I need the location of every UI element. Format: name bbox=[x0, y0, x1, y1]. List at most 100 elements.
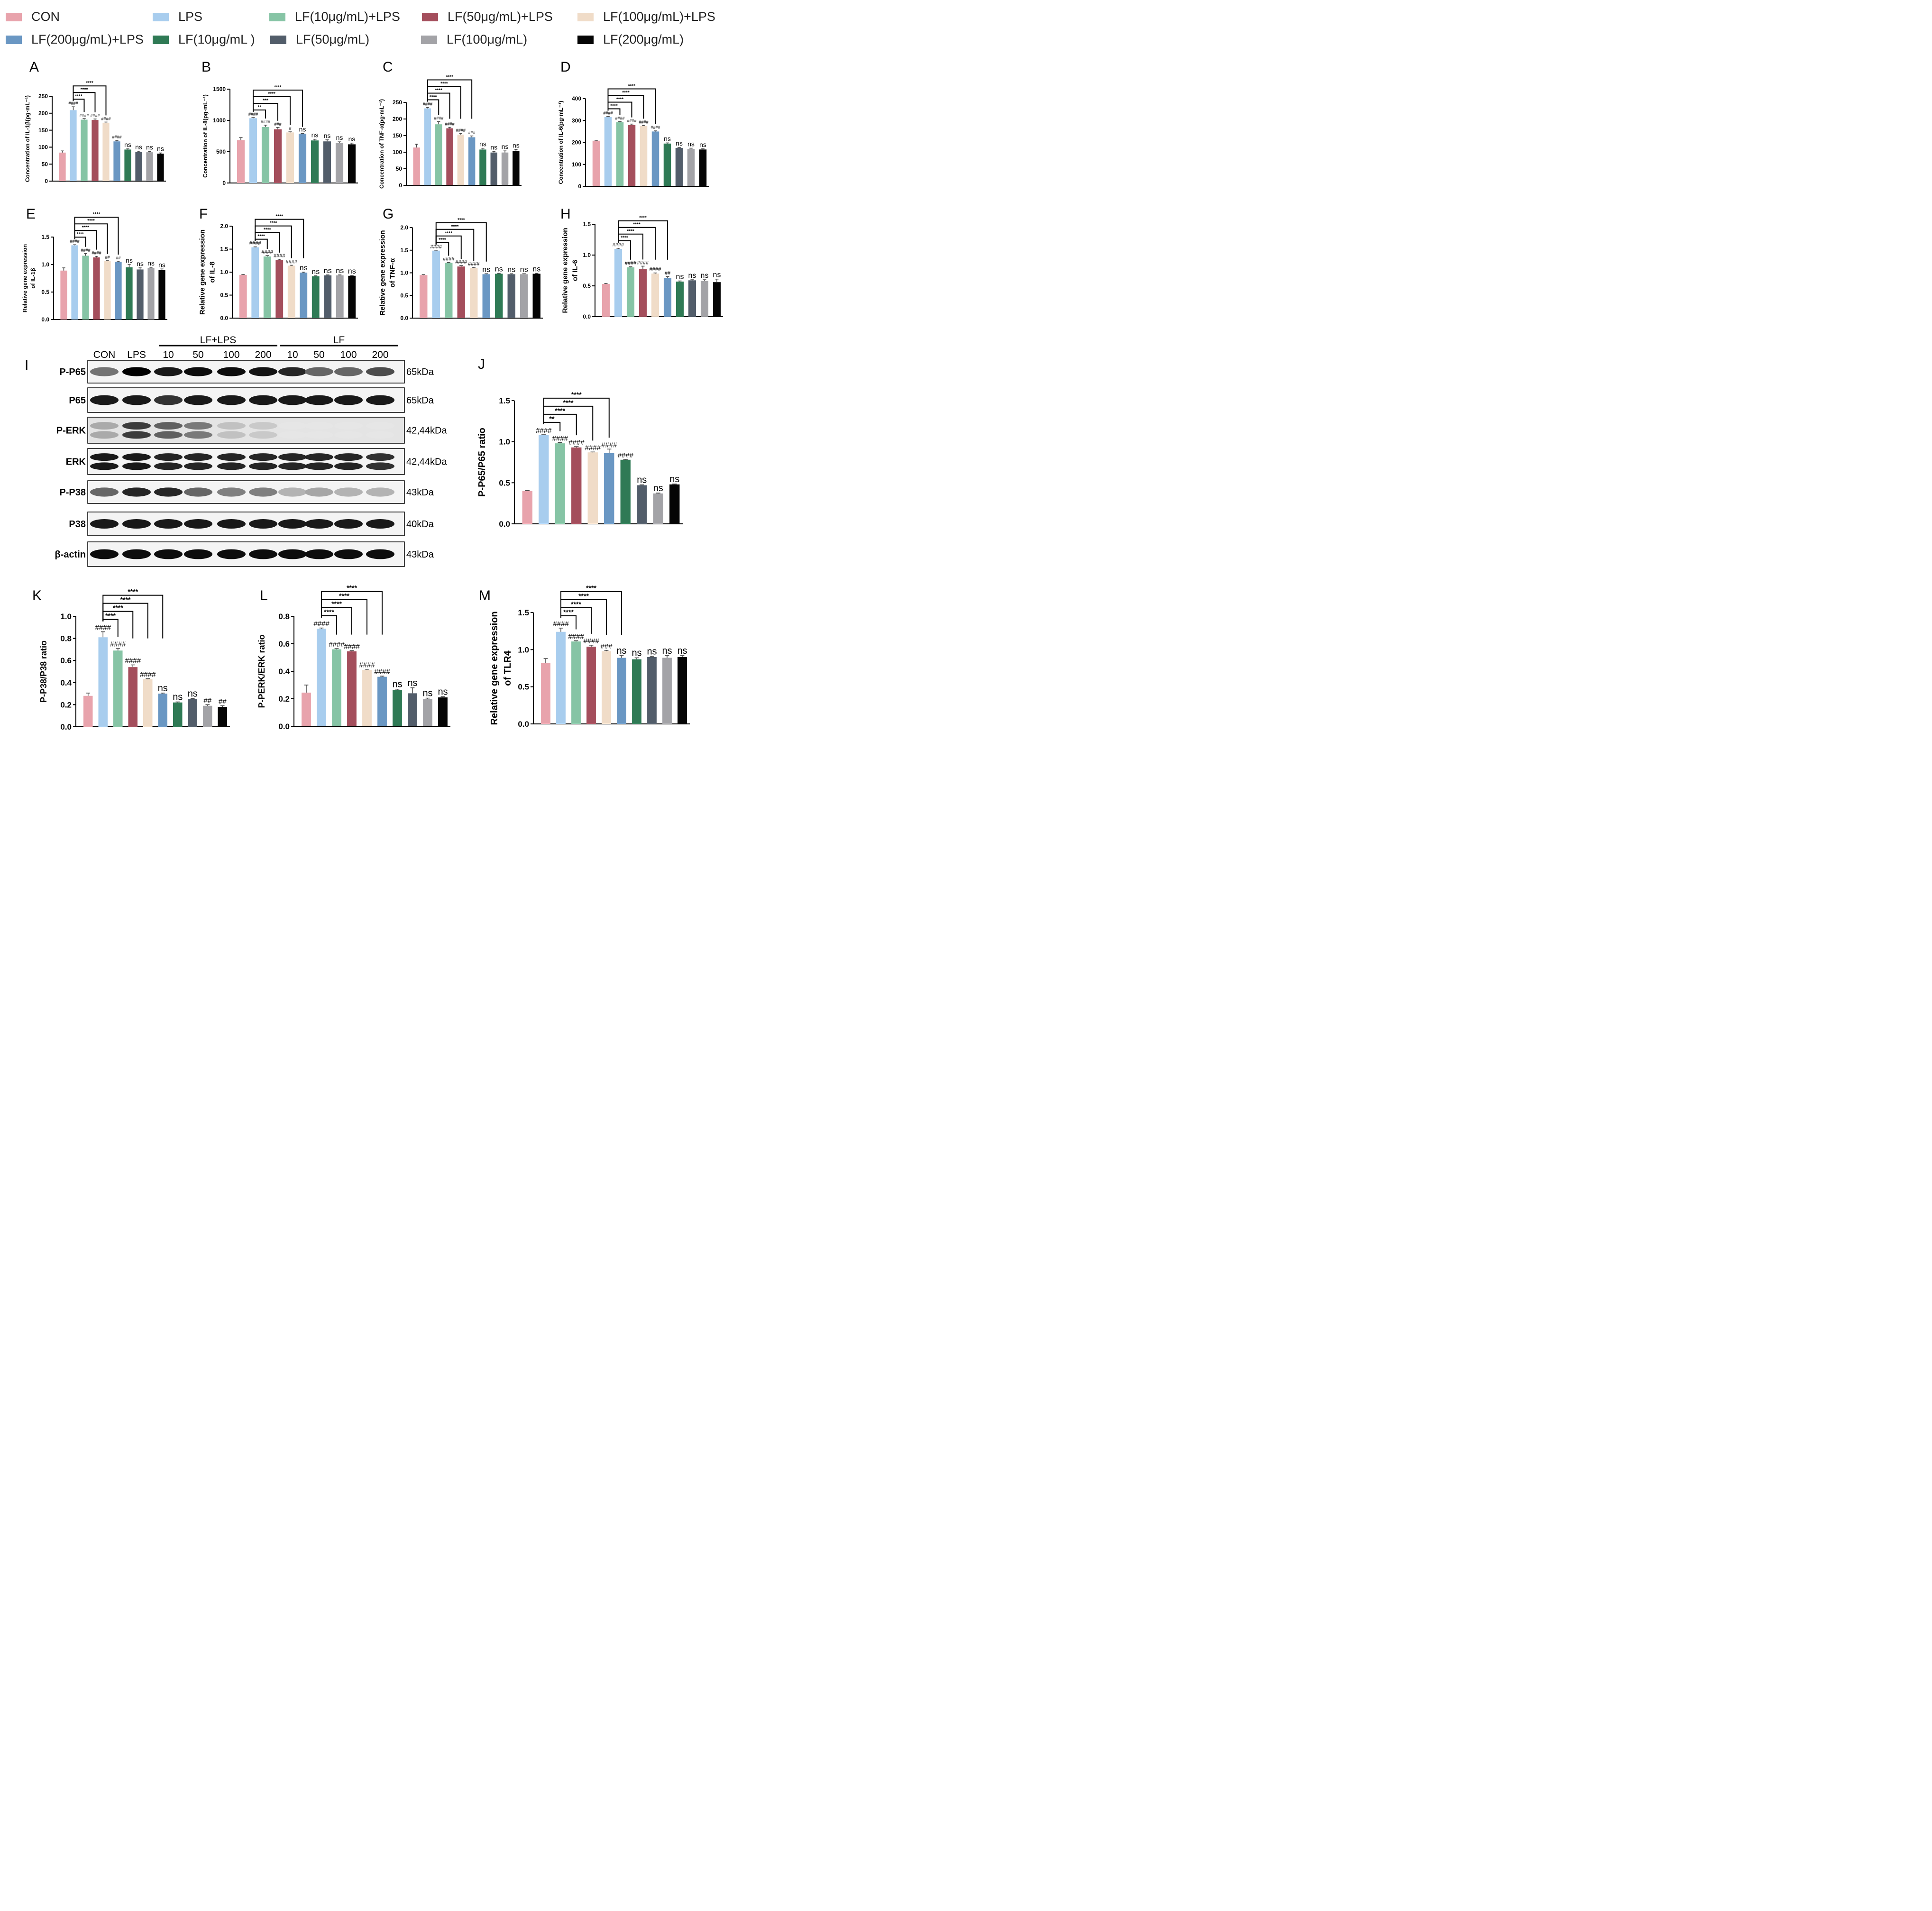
bar bbox=[408, 693, 417, 726]
blot-band bbox=[122, 462, 151, 470]
western-blot: I LF+LPS LF CON LPS 10 50 100 200 10 50 100 200 P-P65… bbox=[25, 335, 447, 567]
significance-label: #### bbox=[536, 427, 552, 435]
chart-j: 0.00.51.01.5P-P65/P65 ratio #############… bbox=[477, 391, 683, 529]
y-tick-label: 0.6 bbox=[278, 640, 290, 649]
blot-band bbox=[305, 422, 333, 430]
bar bbox=[457, 134, 465, 185]
blot-band bbox=[154, 367, 183, 376]
y-tick-label: 0.0 bbox=[400, 315, 408, 321]
legend-label: LF(100μg/mL)+LPS bbox=[603, 9, 715, 24]
bar bbox=[571, 447, 582, 524]
blot-band bbox=[334, 453, 363, 461]
blot-band bbox=[122, 367, 151, 376]
group-label: LF bbox=[333, 335, 345, 346]
significance-bracket bbox=[73, 85, 107, 116]
significance-label: #### bbox=[344, 643, 360, 651]
bar bbox=[507, 274, 515, 318]
bar bbox=[324, 275, 332, 318]
blot-band bbox=[154, 395, 183, 405]
y-axis-label: P-P65/P65 ratio bbox=[477, 428, 487, 497]
significance-label: ns bbox=[647, 646, 657, 657]
y-tick-label: 1.0 bbox=[220, 269, 228, 275]
significance-label: #### bbox=[359, 661, 375, 669]
significance-label: #### bbox=[585, 444, 601, 452]
lane-label: 100 bbox=[223, 349, 239, 360]
y-tick-label: 1.0 bbox=[518, 645, 529, 654]
y-tick-label: 150 bbox=[38, 127, 48, 134]
significance-label: ## bbox=[219, 698, 227, 706]
chart-d: 0 100 200 300 400 Concentration of IL-6(pg·mL… bbox=[558, 83, 709, 190]
significance-label: #### bbox=[568, 439, 585, 447]
bar bbox=[653, 493, 663, 524]
blot-band bbox=[90, 367, 119, 376]
bar bbox=[237, 140, 245, 183]
blot-band bbox=[366, 549, 394, 559]
lane-label: 50 bbox=[313, 349, 324, 360]
blot-band bbox=[184, 487, 212, 497]
legend-item: LF(100μg/mL) bbox=[421, 32, 527, 47]
significance-label: #### bbox=[374, 668, 390, 676]
bar bbox=[632, 659, 641, 724]
bar bbox=[92, 120, 99, 181]
significance-label: ns bbox=[664, 135, 671, 142]
significance-label: ns bbox=[422, 688, 432, 699]
group-label: LF+LPS bbox=[200, 335, 236, 346]
bar bbox=[423, 699, 432, 726]
bracket-label: **** bbox=[105, 612, 116, 620]
significance-label: #### bbox=[553, 620, 569, 628]
blot-band bbox=[90, 549, 119, 559]
bar bbox=[713, 282, 721, 317]
significance-label: # bbox=[289, 126, 291, 131]
blot-band bbox=[305, 519, 333, 529]
significance-label: ns bbox=[513, 141, 520, 149]
chart-f: 0.0 0.5 1.0 1.5 2.0 Relative gene expression o… bbox=[199, 214, 358, 321]
panel-letter: K bbox=[32, 588, 42, 603]
bracket-label: **** bbox=[264, 228, 271, 233]
y-axis-label: of TLR4 bbox=[503, 650, 513, 686]
bar bbox=[249, 118, 257, 183]
bar bbox=[678, 657, 687, 724]
significance-label: #### bbox=[101, 116, 110, 121]
blot-band bbox=[334, 431, 363, 439]
y-tick-label: 1.5 bbox=[41, 234, 49, 240]
bar bbox=[662, 658, 672, 724]
blot-band bbox=[154, 462, 183, 470]
bar bbox=[482, 274, 490, 318]
blot-band bbox=[305, 367, 333, 376]
bar bbox=[98, 637, 108, 727]
y-axis-label: Relative gene expression bbox=[489, 611, 500, 725]
blot-band bbox=[366, 453, 394, 461]
significance-label: ns bbox=[157, 145, 164, 153]
significance-label: ns bbox=[137, 260, 144, 267]
bar bbox=[93, 257, 100, 320]
bracket-label: **** bbox=[439, 238, 446, 243]
bar bbox=[70, 110, 77, 181]
y-axis-label: of IL-1β bbox=[29, 268, 36, 288]
bracket-label: **** bbox=[257, 234, 265, 239]
bar bbox=[188, 699, 198, 727]
size-label: 43kDa bbox=[406, 549, 434, 560]
y-tick-label: 1.5 bbox=[400, 247, 408, 254]
legend-item: CON bbox=[6, 9, 60, 24]
y-tick-label: 0.2 bbox=[278, 695, 290, 704]
bar bbox=[218, 707, 228, 727]
significance-label: ns bbox=[124, 141, 131, 148]
blot-band bbox=[184, 367, 212, 376]
significance-label: ns bbox=[632, 648, 641, 658]
legend-item: LF(10μg/mL ) bbox=[153, 32, 255, 47]
bar bbox=[616, 122, 624, 186]
y-tick-label: 1.0 bbox=[499, 438, 510, 447]
bar bbox=[470, 267, 478, 318]
significance-label: #### bbox=[274, 253, 285, 259]
legend: CON LPS LF(10μg/mL)+LPS LF(50μg/mL)+LPS … bbox=[0, 0, 743, 52]
significance-label: ns bbox=[336, 267, 344, 275]
y-tick-label: 0.6 bbox=[60, 656, 72, 665]
bar bbox=[82, 256, 89, 320]
significance-label: ## bbox=[665, 271, 671, 276]
bar bbox=[147, 267, 155, 320]
blot-band bbox=[334, 367, 363, 376]
significance-bracket bbox=[102, 603, 148, 639]
blot-band bbox=[154, 549, 183, 559]
significance-label: #### bbox=[313, 620, 330, 628]
bar bbox=[541, 663, 550, 724]
